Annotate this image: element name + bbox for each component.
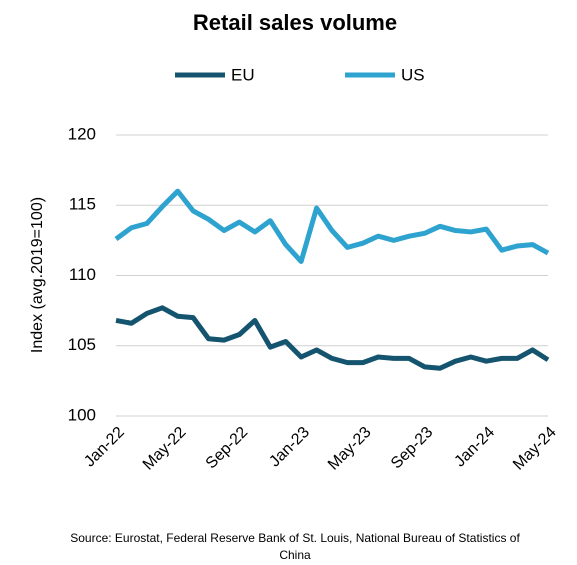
line-series bbox=[114, 188, 550, 264]
y-tick-label: 105 bbox=[68, 335, 96, 354]
y-tick-label: 120 bbox=[68, 124, 96, 143]
y-axis-label: Index (avg.2019=100) bbox=[29, 197, 46, 353]
chart-title: Retail sales volume bbox=[193, 10, 397, 35]
x-tick-label: May-23 bbox=[325, 424, 375, 474]
y-tick-label: 100 bbox=[68, 405, 96, 424]
x-tick-label: May-22 bbox=[140, 424, 190, 474]
y-tick-label: 110 bbox=[69, 265, 96, 284]
x-tick-label: May-24 bbox=[510, 424, 560, 474]
y-tick-label: 115 bbox=[69, 195, 96, 214]
x-tick-label: Jan-22 bbox=[81, 424, 128, 471]
legend-label: US bbox=[401, 65, 425, 84]
line-series bbox=[115, 305, 550, 371]
x-tick-label: Sep-22 bbox=[203, 424, 252, 473]
x-tick-label: Sep-23 bbox=[388, 424, 437, 473]
x-tick-label: Jan-24 bbox=[451, 424, 498, 471]
chart: Retail sales volume Index (avg.2019=100)… bbox=[29, 10, 560, 474]
legend-label: EU bbox=[231, 65, 255, 84]
x-tick-label: Jan-23 bbox=[266, 424, 313, 471]
source: Source: Eurostat, Federal Reserve Bank o… bbox=[70, 531, 520, 562]
